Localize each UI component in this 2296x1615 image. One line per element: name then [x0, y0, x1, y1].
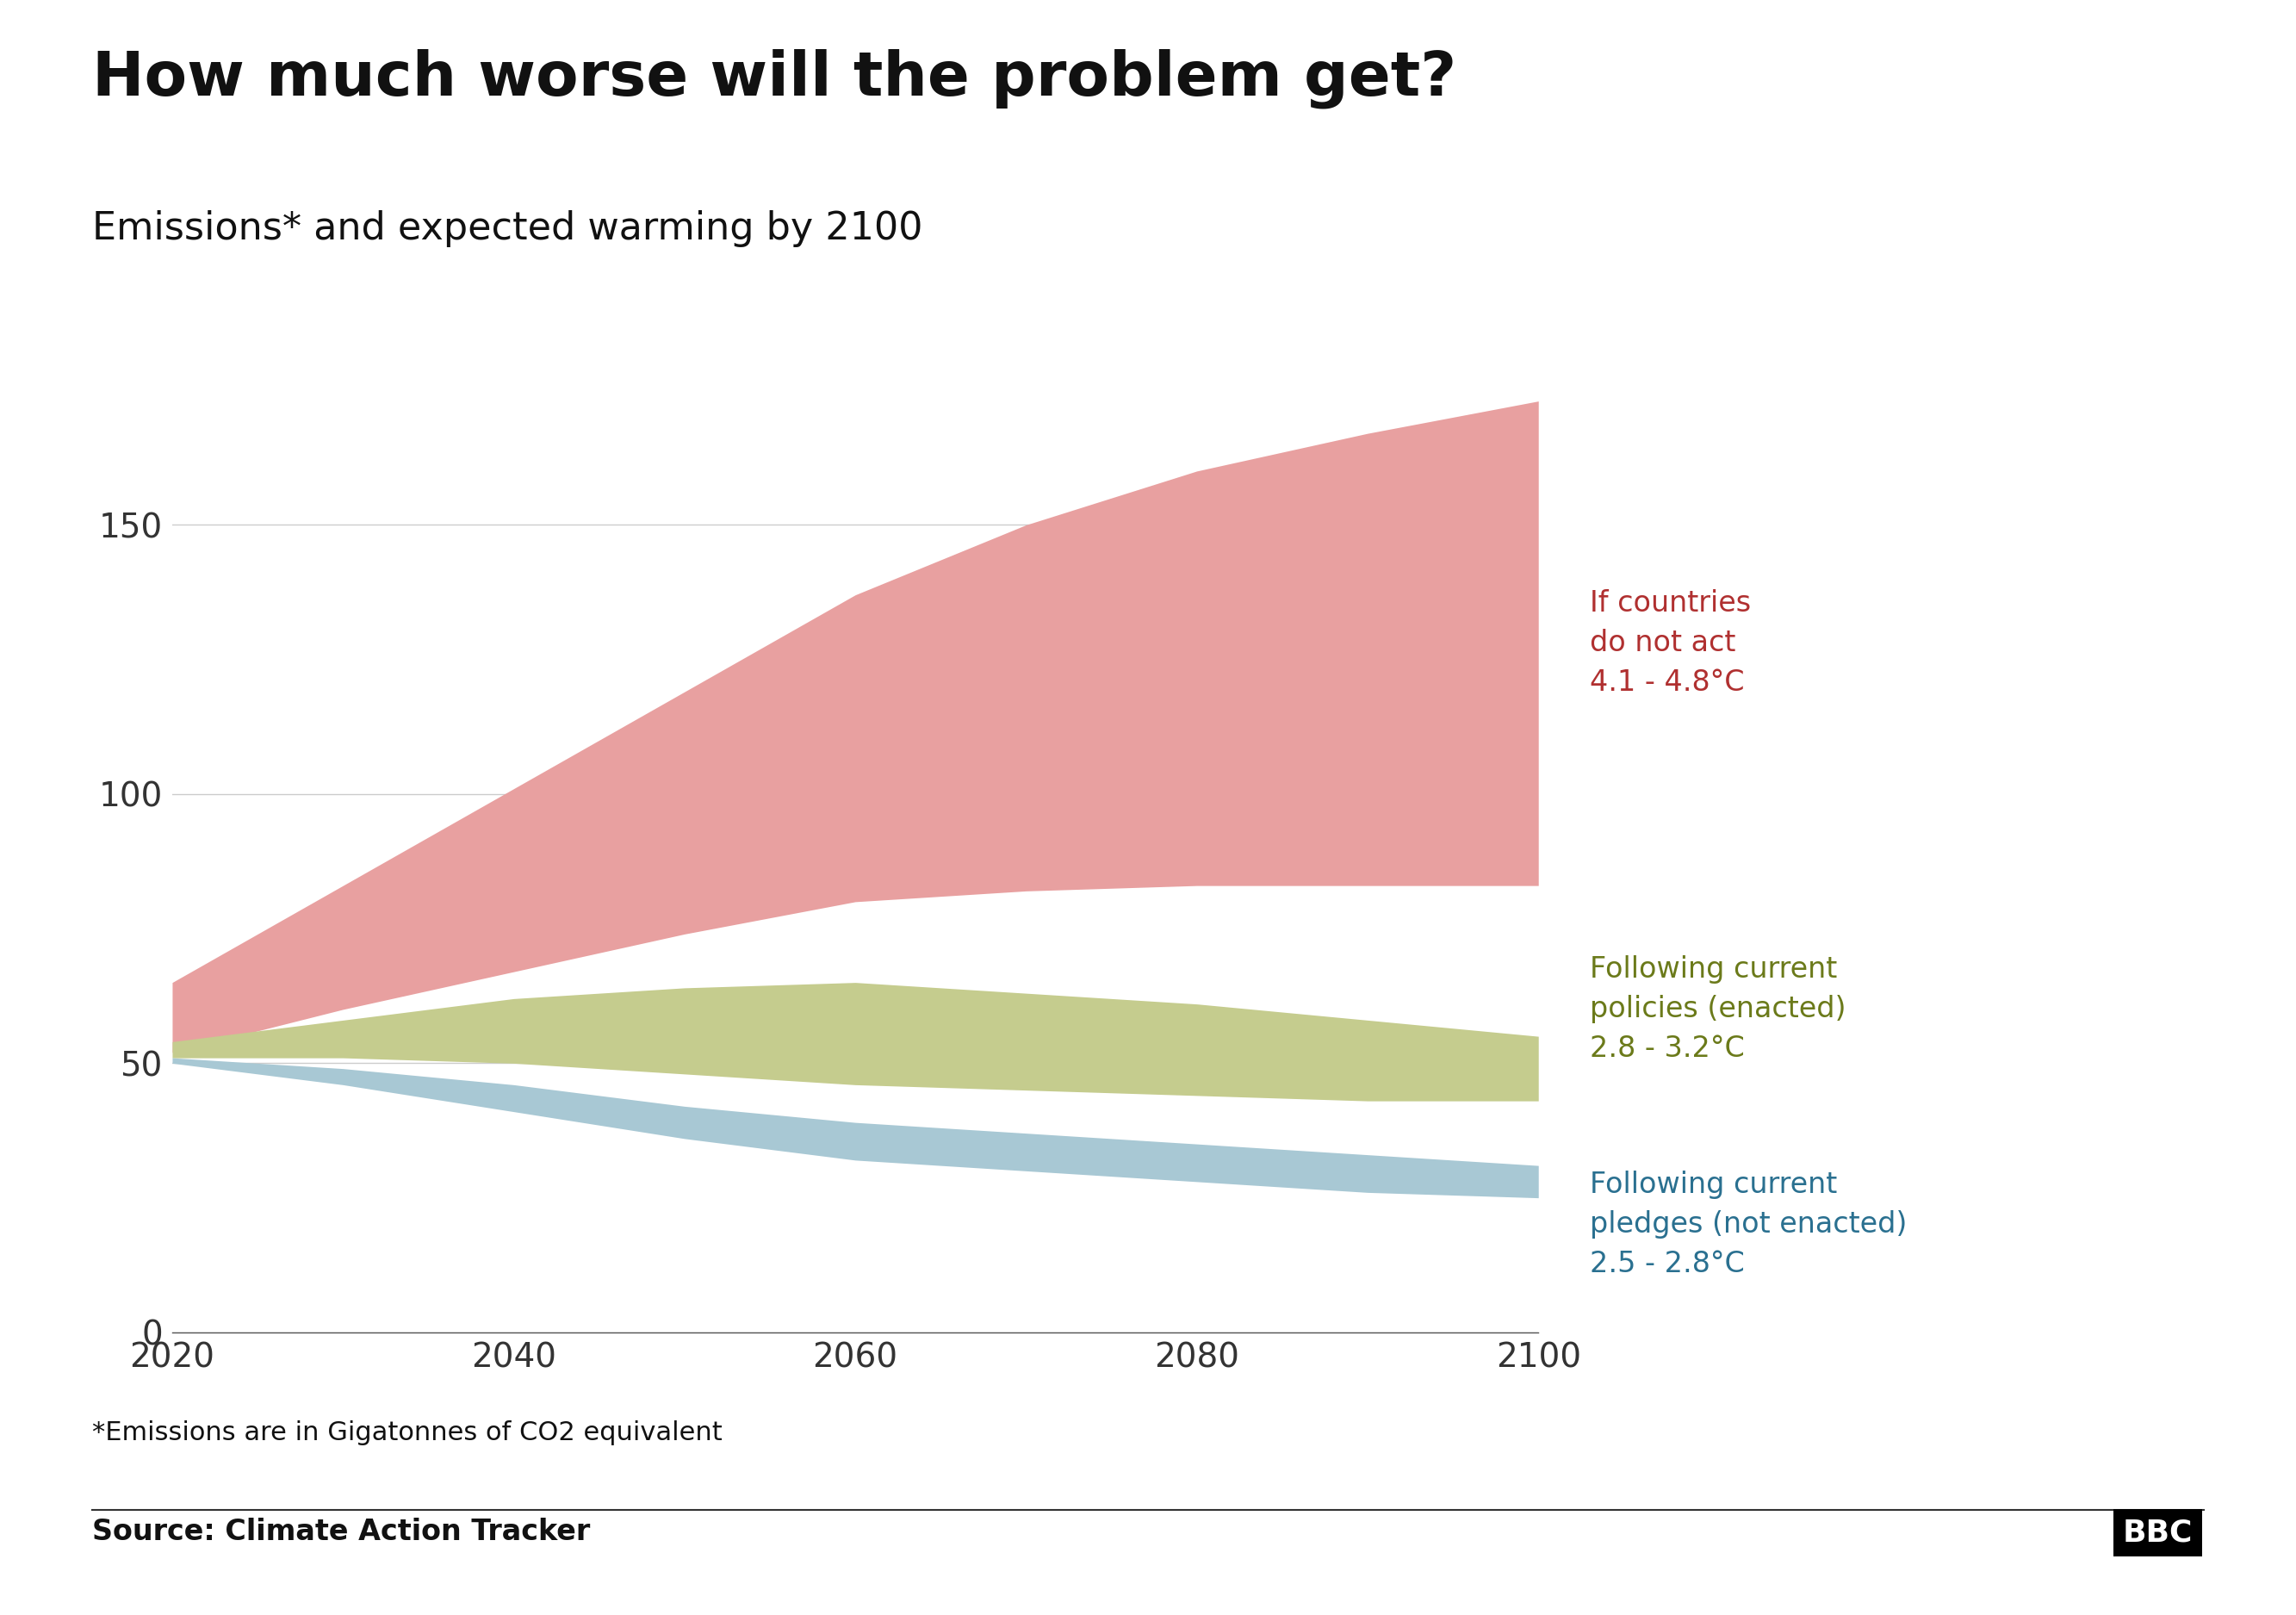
Text: Source: Climate Action Tracker: Source: Climate Action Tracker: [92, 1518, 590, 1547]
Text: How much worse will the problem get?: How much worse will the problem get?: [92, 48, 1456, 108]
Text: If countries
do not act
4.1 - 4.8°C: If countries do not act 4.1 - 4.8°C: [1589, 589, 1752, 698]
Text: Following current
pledges (not enacted)
2.5 - 2.8°C: Following current pledges (not enacted) …: [1589, 1171, 1906, 1279]
Text: *Emissions are in Gigatonnes of CO2 equivalent: *Emissions are in Gigatonnes of CO2 equi…: [92, 1421, 721, 1445]
Text: BBC: BBC: [2122, 1518, 2193, 1547]
Text: Emissions* and expected warming by 2100: Emissions* and expected warming by 2100: [92, 210, 923, 247]
Text: Following current
policies (enacted)
2.8 - 3.2°C: Following current policies (enacted) 2.8…: [1589, 956, 1846, 1063]
